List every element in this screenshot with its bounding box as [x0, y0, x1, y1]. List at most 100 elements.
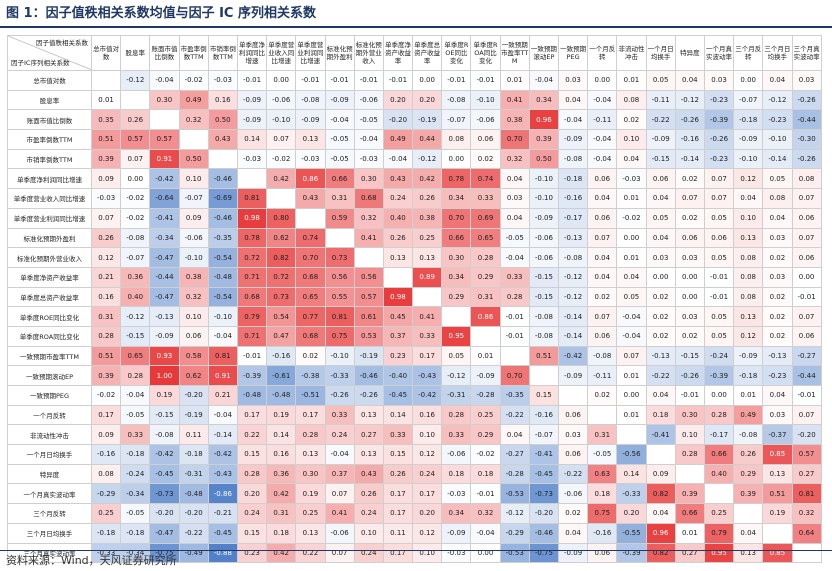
diagonal-cell	[207, 148, 238, 170]
value-cell: 0.16	[266, 444, 297, 465]
table-row: 账面市值比倒数 0.35 0.26 0.32 0.50 -0.09 -0.10 -0.09 -0…	[7, 109, 822, 131]
diagonal-cell	[382, 266, 414, 288]
value-cell: 0.17	[236, 404, 268, 426]
table-row: 一致预期市盈率TTM 0.51 0.65 0.93 0.58 0.81 -0.01 -0.16…	[7, 345, 822, 367]
value-cell: -0.09	[441, 522, 472, 544]
column-header: 单季度净利润同比增速	[236, 35, 268, 71]
value-cell: -0.01	[236, 345, 268, 367]
value-cell: 0.26	[382, 227, 414, 249]
column-header: 股息率	[120, 35, 151, 71]
value-cell: 0.19	[266, 404, 297, 426]
value-cell: -0.05	[353, 109, 384, 131]
value-cell: 0.43	[295, 188, 326, 209]
value-cell: 0.15	[528, 385, 560, 406]
value-cell: 0.98	[236, 207, 268, 229]
value-cell: 0.39	[90, 365, 122, 386]
value-cell: 0.28	[674, 444, 705, 465]
table-row: 单季度净利润同比增速 0.09 0.00 -0.42 0.10 -0.46 0.42 0.86…	[7, 168, 822, 190]
diagonal-cell	[557, 385, 589, 406]
value-cell: 0.75	[587, 503, 618, 524]
value-cell: -0.01	[236, 70, 268, 91]
value-cell: 0.10	[178, 168, 209, 190]
value-cell: -0.04	[587, 129, 618, 150]
value-cell: 0.02	[645, 325, 676, 347]
value-cell: -0.53	[499, 542, 530, 564]
column-header: 总市值对数	[90, 35, 122, 71]
value-cell: -0.08	[528, 306, 560, 327]
value-cell: 0.12	[733, 325, 764, 347]
value-cell: 0.07	[587, 227, 618, 249]
value-cell: -0.04	[499, 247, 530, 268]
value-cell: 0.06	[703, 227, 735, 249]
value-cell: -0.04	[324, 109, 355, 131]
value-cell: 0.08	[90, 463, 122, 485]
value-cell: -0.24	[703, 345, 735, 367]
value-cell: 0.95	[703, 542, 735, 564]
value-cell: 0.04	[499, 207, 530, 229]
value-cell: -0.16	[587, 522, 618, 544]
value-cell: -0.23	[762, 365, 793, 386]
value-cell: 0.41	[499, 89, 530, 111]
value-cell: 0.64	[791, 522, 822, 544]
diagonal-cell	[470, 325, 501, 347]
value-cell: 0.02	[674, 168, 705, 190]
value-cell: -0.03	[616, 168, 647, 190]
value-cell: -0.41	[528, 444, 560, 465]
value-cell: -0.01	[703, 266, 735, 288]
value-cell: 0.05	[645, 70, 676, 91]
value-cell: 0.06	[645, 168, 676, 190]
value-cell: 0.05	[703, 207, 735, 229]
value-cell: 0.95	[441, 325, 472, 347]
value-cell: 0.70	[499, 365, 530, 386]
value-cell: 0.28	[470, 247, 501, 268]
value-cell: 0.10	[412, 542, 443, 564]
value-cell: -0.14	[674, 148, 705, 170]
table-row: 股息率 0.01 0.30 0.49 0.16 -0.09 -0.06 -0.08 -0.09-…	[7, 89, 822, 111]
value-cell: 0.04	[587, 188, 618, 209]
column-header: 特异度	[674, 35, 705, 71]
value-cell: 0.29	[470, 424, 501, 446]
value-cell: -0.06	[178, 227, 209, 249]
column-header: 单季度ROE同比变化	[441, 35, 472, 71]
value-cell: 0.68	[295, 325, 326, 347]
value-cell: -0.26	[791, 148, 822, 170]
value-cell: 0.51	[762, 483, 793, 505]
value-cell: 0.15	[382, 444, 414, 465]
diagonal-cell	[120, 89, 151, 111]
value-cell: 0.24	[412, 463, 443, 485]
column-header: 非流动性冲击	[616, 35, 647, 71]
value-cell: -0.09	[733, 345, 764, 367]
value-cell: 0.09	[90, 168, 122, 190]
value-cell: 0.26	[412, 188, 443, 209]
value-cell: 0.03	[703, 70, 735, 91]
value-cell: 0.38	[412, 207, 443, 229]
value-cell: 0.33	[499, 266, 530, 288]
row-header: 标准化预期外盈利	[7, 227, 92, 249]
value-cell: -0.20	[149, 503, 180, 524]
value-cell: -0.04	[557, 109, 589, 131]
value-cell: 0.02	[762, 286, 793, 308]
value-cell: 0.42	[412, 168, 443, 190]
value-cell: 0.91	[149, 148, 180, 170]
value-cell: 0.77	[295, 306, 326, 327]
value-cell: 0.00	[470, 542, 501, 564]
value-cell: -0.10	[528, 188, 560, 209]
value-cell: -0.20	[382, 109, 414, 131]
value-cell: 0.11	[178, 424, 209, 446]
value-cell: -0.26	[791, 89, 822, 111]
value-cell: -0.01	[703, 286, 735, 308]
value-cell: 0.71	[236, 266, 268, 288]
value-cell: 0.04	[762, 385, 793, 406]
value-cell: 0.08	[616, 89, 647, 111]
value-cell: -0.08	[528, 325, 560, 347]
column-header: 一个月真实波动率	[703, 35, 735, 71]
value-cell: -0.15	[528, 286, 560, 308]
value-cell: 0.14	[382, 404, 414, 426]
value-cell: -0.04	[120, 385, 151, 406]
value-cell: 0.78	[236, 227, 268, 249]
value-cell: 0.19	[295, 483, 326, 505]
value-cell: -0.43	[412, 365, 443, 386]
value-cell: -0.19	[412, 109, 443, 131]
value-cell: -0.44	[791, 109, 822, 131]
value-cell: 0.70	[441, 207, 472, 229]
